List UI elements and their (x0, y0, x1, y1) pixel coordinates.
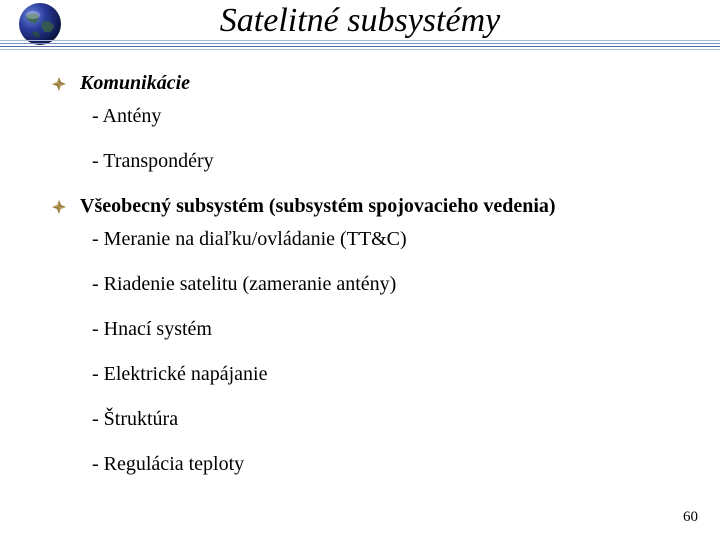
section-header-row: Všeobecný subsystém (subsystém spojovaci… (52, 195, 720, 218)
section-heading: Všeobecný subsystém (subsystém spojovaci… (80, 195, 556, 218)
list-item: - Hnací systém (92, 318, 720, 341)
page-title: Satelitné subsystémy (0, 2, 720, 40)
list-item: - Elektrické napájanie (92, 363, 720, 386)
section: Komunikácie - Antény - Transpondéry (80, 72, 720, 173)
bullet-icon (52, 200, 66, 214)
list-item: - Regulácia teploty (92, 453, 720, 476)
list-item: - Transpondéry (92, 150, 720, 173)
title-rule-3 (0, 46, 720, 47)
title-bar: Satelitné subsystémy (0, 0, 720, 58)
page-number: 60 (683, 509, 698, 526)
section: Všeobecný subsystém (subsystém spojovaci… (80, 195, 720, 476)
title-rule-1 (0, 40, 720, 41)
list-item: - Riadenie satelitu (zameranie antény) (92, 273, 720, 296)
section-header-row: Komunikácie (52, 72, 720, 95)
list-item: - Antény (92, 105, 720, 128)
list-item: - Meranie na diaľku/ovládanie (TT&C) (92, 228, 720, 251)
title-rule-2 (0, 43, 720, 44)
content-area: Komunikácie - Antény - Transpondéry Všeobec… (0, 58, 720, 476)
section-heading: Komunikácie (80, 72, 190, 95)
title-rule-4 (0, 49, 720, 50)
bullet-icon (52, 77, 66, 91)
list-item: - Štruktúra (92, 408, 720, 431)
